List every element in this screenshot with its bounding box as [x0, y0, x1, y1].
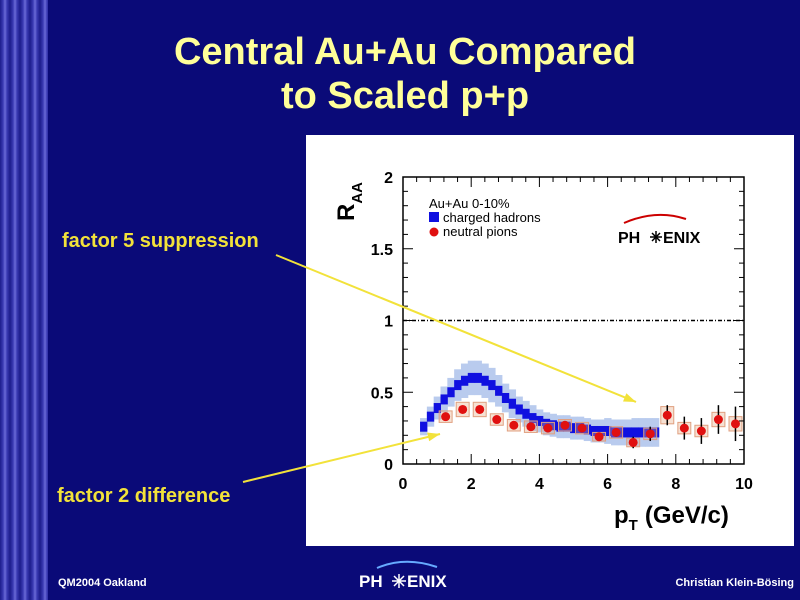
slide-title: Central Au+Au Compared to Scaled p+p	[60, 30, 750, 118]
legend-title: Au+Au 0-10%	[429, 196, 510, 211]
pion-point	[509, 420, 519, 430]
hadron-point	[549, 420, 557, 431]
plot-logo-star-icon	[650, 231, 662, 243]
footer-conference: QM2004 Oakland	[58, 577, 147, 589]
pion-point	[611, 427, 621, 437]
slide-title-line2: to Scaled p+p	[280, 75, 530, 117]
annotation-factor-5-suppression: factor 5 suppression	[62, 230, 259, 252]
x-tick-label: 8	[671, 476, 680, 493]
y-tick-label: 0	[384, 457, 393, 474]
hadron-point	[420, 421, 428, 432]
pion-point	[713, 415, 723, 425]
x-tick-label: 0	[399, 476, 408, 493]
hadron-point	[515, 404, 523, 415]
pion-point	[441, 412, 451, 422]
legend-label-charged-hadrons: charged hadrons	[443, 210, 541, 225]
arrow-factor-2-difference	[242, 432, 441, 483]
pion-point	[679, 423, 689, 433]
plot-logo-text-right: ENIX	[663, 230, 701, 247]
legend-label-neutral-pions: neutral pions	[443, 224, 518, 239]
hadron-point	[590, 425, 598, 436]
pion-point	[475, 404, 485, 414]
raa-chart: 0 2 4 6 8 10 0 0.5 1 1.5 2 pT (GeV/c) RAA Au+Au 0-10%c…	[333, 170, 753, 534]
legend-marker-neutral-pions	[429, 227, 439, 237]
y-tick-label: 2	[384, 170, 393, 187]
footer-phenix-logo: PH ENIX	[359, 560, 447, 591]
x-tick-label: 10	[735, 476, 753, 493]
pion-point	[662, 410, 672, 420]
pion-point	[696, 426, 706, 436]
hadron-point	[454, 380, 462, 391]
x-tick-label: 2	[467, 476, 476, 493]
hadron-point	[535, 415, 544, 426]
hadron-point	[460, 375, 469, 386]
slide-title-line1: Central Au+Au Compared	[173, 31, 637, 73]
hadron-point	[570, 423, 578, 434]
y-axis-label: RAA	[333, 182, 366, 221]
hadron-point	[651, 427, 660, 438]
hadron-point	[522, 408, 530, 419]
hadron-point	[604, 425, 612, 436]
pion-point	[628, 437, 638, 447]
x-axis-label: pT (GeV/c)	[614, 502, 729, 534]
hadron-point	[474, 372, 482, 383]
hadron-point	[542, 418, 551, 429]
pion-point	[543, 423, 553, 433]
hadron-point	[481, 375, 489, 386]
hadron-point	[583, 424, 592, 435]
pion-point	[560, 420, 570, 430]
y-tick-label: 1	[384, 314, 393, 331]
left-decorative-stripe	[0, 0, 48, 600]
footer-logo-text-left: PH	[359, 572, 383, 591]
hadron-point	[508, 398, 517, 409]
hadron-point	[501, 392, 510, 403]
y-tick-label: 0.5	[371, 385, 393, 402]
hadron-point	[638, 427, 646, 438]
pion-point	[645, 429, 655, 439]
x-tick-label: 6	[603, 476, 612, 493]
plot-logo-swoosh	[623, 213, 687, 224]
x-tick-label: 4	[535, 476, 544, 493]
hadron-point	[556, 421, 564, 432]
plot-panel: 0 2 4 6 8 10 0 0.5 1 1.5 2 pT (GeV/c) RAA Au+Au 0-10% c…	[306, 135, 794, 546]
hadron-point	[426, 411, 435, 422]
pion-point	[577, 423, 587, 433]
arrow-factor-5-suppression	[275, 254, 637, 403]
footer-author: Christian Klein-Bösing	[675, 577, 794, 589]
hadron-point	[631, 427, 639, 438]
hadron-point	[495, 385, 503, 396]
hadron-point	[433, 403, 442, 414]
hadron-point	[624, 427, 632, 438]
hadron-point	[529, 413, 537, 424]
y-tick-label: 1.5	[371, 242, 393, 259]
pion-point	[594, 432, 604, 442]
pion-point	[492, 415, 502, 425]
hadron-point	[440, 394, 448, 405]
pion-point	[730, 419, 740, 429]
pion-point	[526, 422, 536, 432]
plot-logo-text-left: PH	[618, 230, 640, 247]
footer-logo-star-icon	[392, 574, 406, 588]
footer-logo-text-right: ENIX	[407, 572, 447, 591]
legend-marker-charged-hadrons	[429, 212, 439, 222]
hadron-point	[467, 372, 476, 383]
hadron-point	[488, 380, 496, 391]
hadron-point	[447, 387, 455, 398]
hadron-point	[597, 425, 605, 436]
annotation-factor-2-difference: factor 2 difference	[57, 485, 231, 507]
hadron-point	[617, 427, 626, 438]
pion-point	[458, 404, 468, 414]
